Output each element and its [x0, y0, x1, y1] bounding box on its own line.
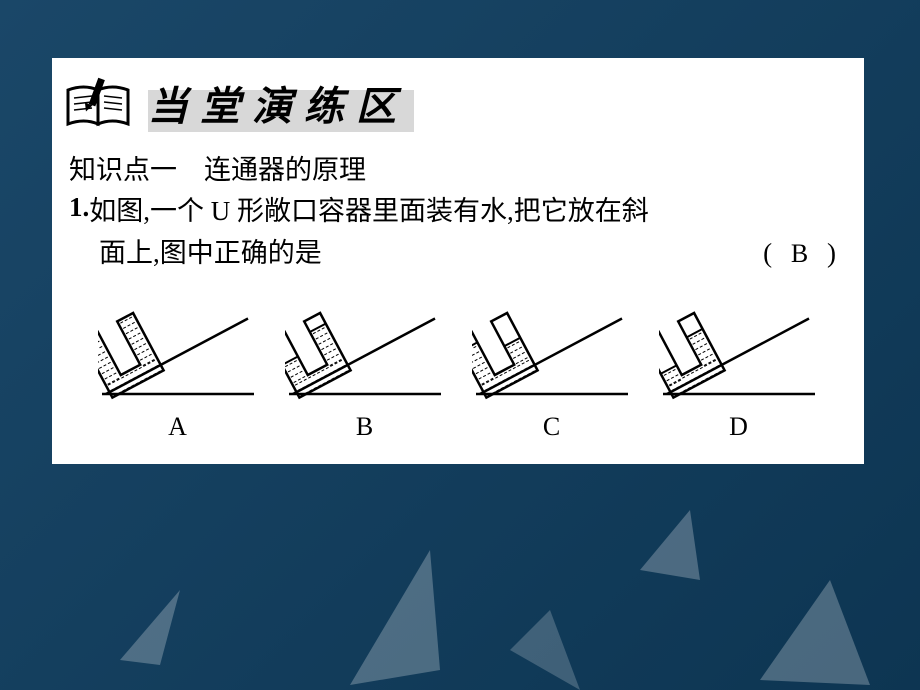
background-triangles — [0, 490, 920, 690]
question-text-1: 如图,一个 U 形敞口容器里面装有水,把它放在斜 — [89, 192, 649, 231]
section-title: 知识点一 连通器的原理 — [69, 148, 852, 187]
diagram-A: A — [98, 272, 258, 442]
content-panel: 当堂演练区 知识点一 连通器的原理 1. 如图,一个 U 形敞口容器里面装有水,… — [52, 58, 864, 464]
diagrams-row: A B C D — [64, 272, 852, 442]
title-banner: 当堂演练区 — [148, 68, 408, 138]
question-number: 1. — [69, 192, 89, 223]
header-row: 当堂演练区 — [64, 68, 852, 138]
paren-open: ( — [763, 238, 778, 268]
answer-block: ( B ) — [763, 238, 842, 269]
book-pencil-icon — [64, 76, 134, 131]
diagram-C: C — [472, 272, 632, 442]
diagram-B: B — [285, 272, 445, 442]
paren-close: ) — [827, 238, 842, 268]
main-title: 当堂演练区 — [148, 74, 408, 132]
question-line-2: 面上,图中正确的是 ( B ) — [99, 231, 842, 270]
diagram-label-D: D — [659, 412, 819, 442]
diagram-D: D — [659, 272, 819, 442]
diagram-label-B: B — [285, 412, 445, 442]
answer-letter: B — [791, 239, 814, 268]
diagram-label-C: C — [472, 412, 632, 442]
question-line-1: 1. 如图,一个 U 形敞口容器里面装有水,把它放在斜 — [69, 192, 852, 231]
question-text-2: 面上,图中正确的是 — [99, 231, 322, 270]
diagram-label-A: A — [98, 412, 258, 442]
